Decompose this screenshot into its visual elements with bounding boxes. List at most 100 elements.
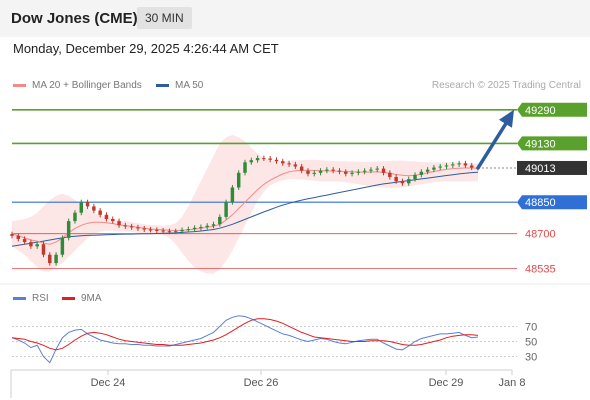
candle-body [104,214,109,219]
legend-ma50: MA 50 [156,80,203,91]
candle-body [362,170,367,172]
candle-body [205,225,209,227]
forecast-arrow-shaft [476,120,509,170]
pivot-label: 48850 [525,197,556,209]
candle-body [180,229,184,232]
candle-body [350,172,354,174]
candle-body [413,174,417,180]
datetime-label: Monday, December 29, 2025 4:26:44 AM CET [13,41,279,56]
candle-body [161,230,165,232]
candle-body [236,172,241,188]
candle-body [155,229,159,231]
rsi-tick-label: 30 [525,352,537,364]
candle-body [394,177,398,182]
current-price-label: 49013 [525,163,556,175]
candle-body [249,160,254,163]
candle-body [406,179,411,184]
candle-body [92,206,96,211]
candle-body [255,158,260,161]
candle-body [451,164,455,166]
candle-body [117,221,121,226]
forecast-arrow-head [499,109,514,128]
candle-body [369,169,373,171]
ma50-line [11,171,479,247]
candle-body [136,227,140,229]
legend-ma50-swatch [156,83,169,87]
candle-body [306,170,310,174]
candle-body [325,169,329,171]
candle-body [281,161,285,164]
support-2-label: 48535 [525,263,556,275]
candle-body [16,235,21,239]
candle-body [60,237,65,255]
rsi-line [11,315,479,364]
legend-rsi: RSI [13,293,49,304]
candle-body [10,234,14,236]
candle-body [173,231,178,233]
candle-body [123,225,128,227]
legend-rsi-label: RSI [32,293,49,304]
candle-body [432,167,436,170]
candle-body [469,165,474,168]
candle-body [98,210,102,215]
candles-group [10,155,480,266]
candle-body [243,162,247,173]
candle-body [224,202,228,217]
legend-rsi-ma-label: 9MA [81,293,102,304]
candle-body [211,224,216,226]
candle-body [29,242,33,247]
candle-body [22,238,27,243]
rsi-tick-label: 70 [525,321,537,333]
candle-body [299,166,304,171]
bollinger-band [12,135,478,274]
candle-body [375,168,379,170]
ma20-line [11,167,479,245]
candle-body [331,169,335,171]
legend-rsi-ma: 9MA [62,293,102,304]
candle-body [192,227,197,230]
candle-body [199,226,203,228]
rsi-ma-line [11,318,479,351]
legend-rsi-ma-swatch [62,296,75,300]
candle-body [274,159,279,162]
candle-body [66,221,71,238]
resistance-1-box [517,136,587,151]
candle-body [54,254,58,264]
candle-body [457,163,461,165]
legend-ma20-swatch [13,83,26,87]
pivot-box [517,195,587,210]
candle-body [463,163,468,166]
header-bar: Dow Jones (CME) 30 MIN [0,0,590,37]
x-tick-label: Dec 26 [244,377,279,389]
current-price-box [517,160,587,175]
candle-body [85,202,90,207]
candle-body [142,228,146,230]
support-1-label: 48700 [525,229,556,241]
candle-body [337,170,342,172]
candle-body [111,219,115,222]
x-tick-label: Dec 29 [429,377,464,389]
x-tick-label: Jan 8 [499,377,526,389]
candle-body [425,169,430,172]
candle-body [41,244,46,255]
candle-body [79,202,84,213]
rsi-tick-label: 50 [525,337,537,349]
candle-body [400,181,405,184]
resistance-2-box [517,102,587,117]
candle-body [268,158,272,160]
timeframe-badge[interactable]: 30 MIN [137,7,192,29]
legend-ma50-label: MA 50 [175,80,204,91]
resistance-1-label: 49130 [525,138,556,150]
candle-body [312,172,317,174]
candle-body [356,171,361,173]
candle-body [318,170,323,173]
candle-body [293,164,298,167]
candle-body [73,212,77,222]
credit-label: Research © 2025 Trading Central [431,80,581,91]
candle-body [438,166,442,168]
candle-body [35,244,39,247]
candle-body [148,229,153,231]
resistance-2-label: 49290 [525,105,556,117]
candle-body [381,168,386,173]
